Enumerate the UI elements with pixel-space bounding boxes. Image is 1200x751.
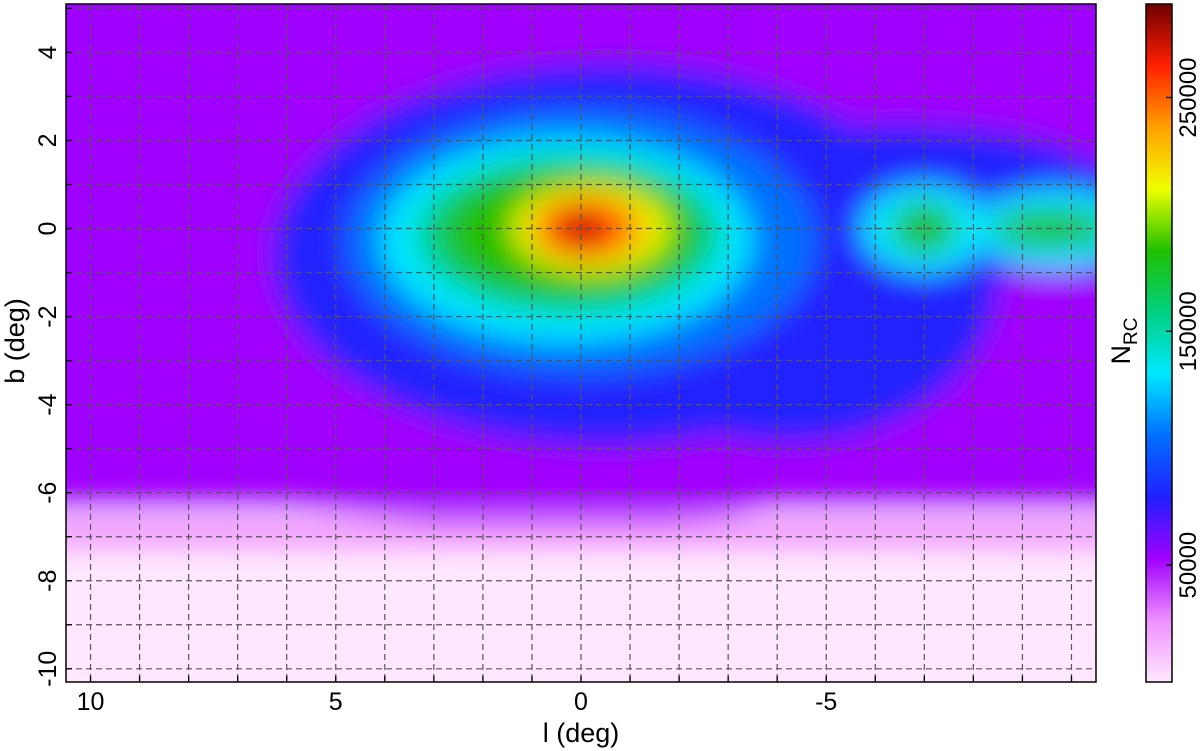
colorbar-tick-label: 150000 xyxy=(1175,291,1200,371)
colorbar-ticks: 50000 150000 250000 xyxy=(1166,57,1200,598)
x-tick-label: 5 xyxy=(329,688,343,716)
colorbar-title: NRC xyxy=(1106,318,1142,365)
y-tick-label: -8 xyxy=(34,570,62,592)
y-tick-label: -10 xyxy=(34,651,62,687)
x-axis-label: l (deg) xyxy=(543,718,620,748)
y-axis: 4 2 0 -2 -4 -6 -8 -10 xyxy=(34,7,72,687)
x-tick-label: 10 xyxy=(77,688,105,716)
contour-level-green-far xyxy=(993,209,1096,248)
colorbar: 50000 150000 250000 NRC xyxy=(1106,3,1200,683)
plot-area xyxy=(65,3,1097,683)
y-tick-label: -2 xyxy=(34,305,62,327)
colorbar-tick-label: 250000 xyxy=(1175,57,1200,137)
colorbar-gradient xyxy=(1145,3,1173,683)
colorbar-title-subscript: RC xyxy=(1121,318,1142,345)
x-tick-label: 0 xyxy=(574,688,588,716)
colorbar-tick-label: 50000 xyxy=(1175,532,1200,599)
grid-lines xyxy=(66,4,1096,682)
colorbar-title-main: N xyxy=(1106,345,1136,365)
y-tick-label: -4 xyxy=(34,393,62,415)
y-tick-label: 4 xyxy=(34,45,62,59)
y-tick-label: 0 xyxy=(34,222,62,236)
y-axis-label: b (deg) xyxy=(0,298,30,384)
y-tick-label: -6 xyxy=(34,482,62,504)
x-axis: 10 5 0 -5 xyxy=(77,676,1073,716)
contour-level-lilac xyxy=(66,519,1096,546)
x-tick-label: -5 xyxy=(815,688,837,716)
y-tick-label: 2 xyxy=(34,134,62,148)
